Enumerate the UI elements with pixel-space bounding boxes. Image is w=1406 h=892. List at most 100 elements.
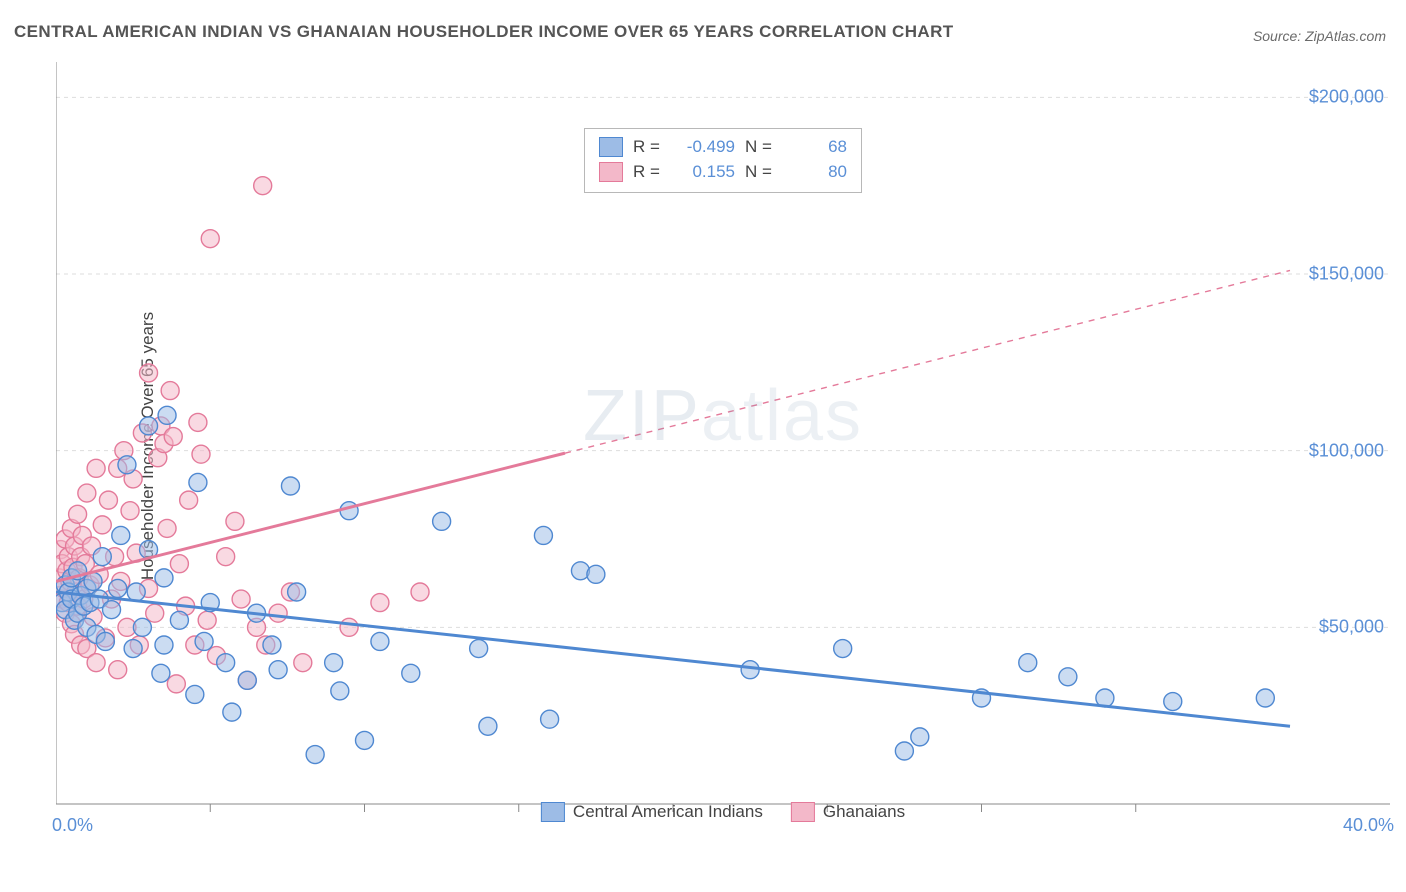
data-point-gha [69,505,87,523]
data-point-gha [87,654,105,672]
data-point-cai [140,417,158,435]
data-point-cai [124,640,142,658]
r-value-gha: 0.155 [671,160,735,185]
swatch-gha [599,162,623,182]
y-tick-label: $200,000 [1309,87,1384,108]
data-point-cai [371,632,389,650]
n-label: N = [745,160,773,185]
data-point-cai [189,473,207,491]
legend-item-cai: Central American Indians [541,802,763,822]
plot-area: R = -0.499 N = 68 R = 0.155 N = 80 ZIPat… [56,62,1390,832]
data-point-cai [331,682,349,700]
data-point-gha [217,548,235,566]
y-tick-label: $150,000 [1309,264,1384,285]
data-point-cai [1059,668,1077,686]
data-point-cai [133,618,151,636]
data-point-gha [140,364,158,382]
data-point-gha [340,618,358,636]
data-point-cai [263,636,281,654]
data-point-cai [356,731,374,749]
data-point-gha [146,604,164,622]
data-point-cai [470,640,488,658]
data-point-gha [294,654,312,672]
legend-label-cai: Central American Indians [573,802,763,822]
data-point-cai [152,664,170,682]
data-point-cai [1256,689,1274,707]
data-point-cai [325,654,343,672]
data-point-gha [269,604,287,622]
data-point-gha [161,382,179,400]
x-axis-max-label: 40.0% [1343,815,1394,836]
data-point-gha [109,661,127,679]
data-point-cai [186,685,204,703]
legend-swatch-gha [791,802,815,822]
swatch-cai [599,137,623,157]
data-point-cai [109,579,127,597]
data-point-cai [112,526,130,544]
data-point-gha [371,594,389,612]
data-point-gha [189,413,207,431]
n-value-gha: 80 [783,160,847,185]
data-point-gha [167,675,185,693]
data-point-gha [201,230,219,248]
data-point-cai [158,406,176,424]
data-point-gha [78,484,96,502]
source-attribution: Source: ZipAtlas.com [1253,28,1386,44]
data-point-gha [192,445,210,463]
legend-swatch-cai [541,802,565,822]
data-point-gha [198,611,216,629]
legend-label-gha: Ghanaians [823,802,905,822]
data-point-cai [479,717,497,735]
r-label: R = [633,135,661,160]
y-tick-label: $50,000 [1319,617,1384,638]
data-point-cai [1164,693,1182,711]
data-point-cai [127,583,145,601]
n-value-cai: 68 [783,135,847,160]
data-point-cai [306,746,324,764]
data-point-cai [93,548,111,566]
y-tick-label: $100,000 [1309,440,1384,461]
data-point-cai [238,671,256,689]
trendline-cai [56,592,1290,726]
data-point-gha [87,459,105,477]
x-axis-min-label: 0.0% [52,815,93,836]
data-point-gha [254,177,272,195]
correlation-stats-box: R = -0.499 N = 68 R = 0.155 N = 80 [584,128,862,193]
data-point-gha [232,590,250,608]
data-point-cai [288,583,306,601]
data-point-cai [741,661,759,679]
data-point-cai [587,565,605,583]
data-point-gha [164,428,182,446]
trendline-gha-extrapolated [565,270,1290,453]
data-point-gha [99,491,117,509]
chart-container: CENTRAL AMERICAN INDIAN VS GHANAIAN HOUS… [0,0,1406,892]
data-point-cai [269,661,287,679]
chart-title: CENTRAL AMERICAN INDIAN VS GHANAIAN HOUS… [14,22,954,42]
data-point-cai [911,728,929,746]
data-point-cai [541,710,559,728]
data-point-gha [411,583,429,601]
data-point-gha [170,555,188,573]
legend-item-gha: Ghanaians [791,802,905,822]
data-point-gha [226,512,244,530]
data-point-gha [121,502,139,520]
data-point-cai [155,636,173,654]
stats-row-cai: R = -0.499 N = 68 [599,135,847,160]
data-point-cai [223,703,241,721]
data-point-gha [93,516,111,534]
data-point-gha [180,491,198,509]
data-point-cai [118,456,136,474]
n-label: N = [745,135,773,160]
data-point-cai [103,601,121,619]
data-point-cai [281,477,299,495]
data-point-cai [96,632,114,650]
r-value-cai: -0.499 [671,135,735,160]
data-point-gha [158,519,176,537]
data-point-cai [834,640,852,658]
data-point-cai [155,569,173,587]
data-point-cai [433,512,451,530]
data-point-cai [170,611,188,629]
r-label: R = [633,160,661,185]
data-point-cai [195,632,213,650]
legend: Central American Indians Ghanaians [541,802,905,822]
